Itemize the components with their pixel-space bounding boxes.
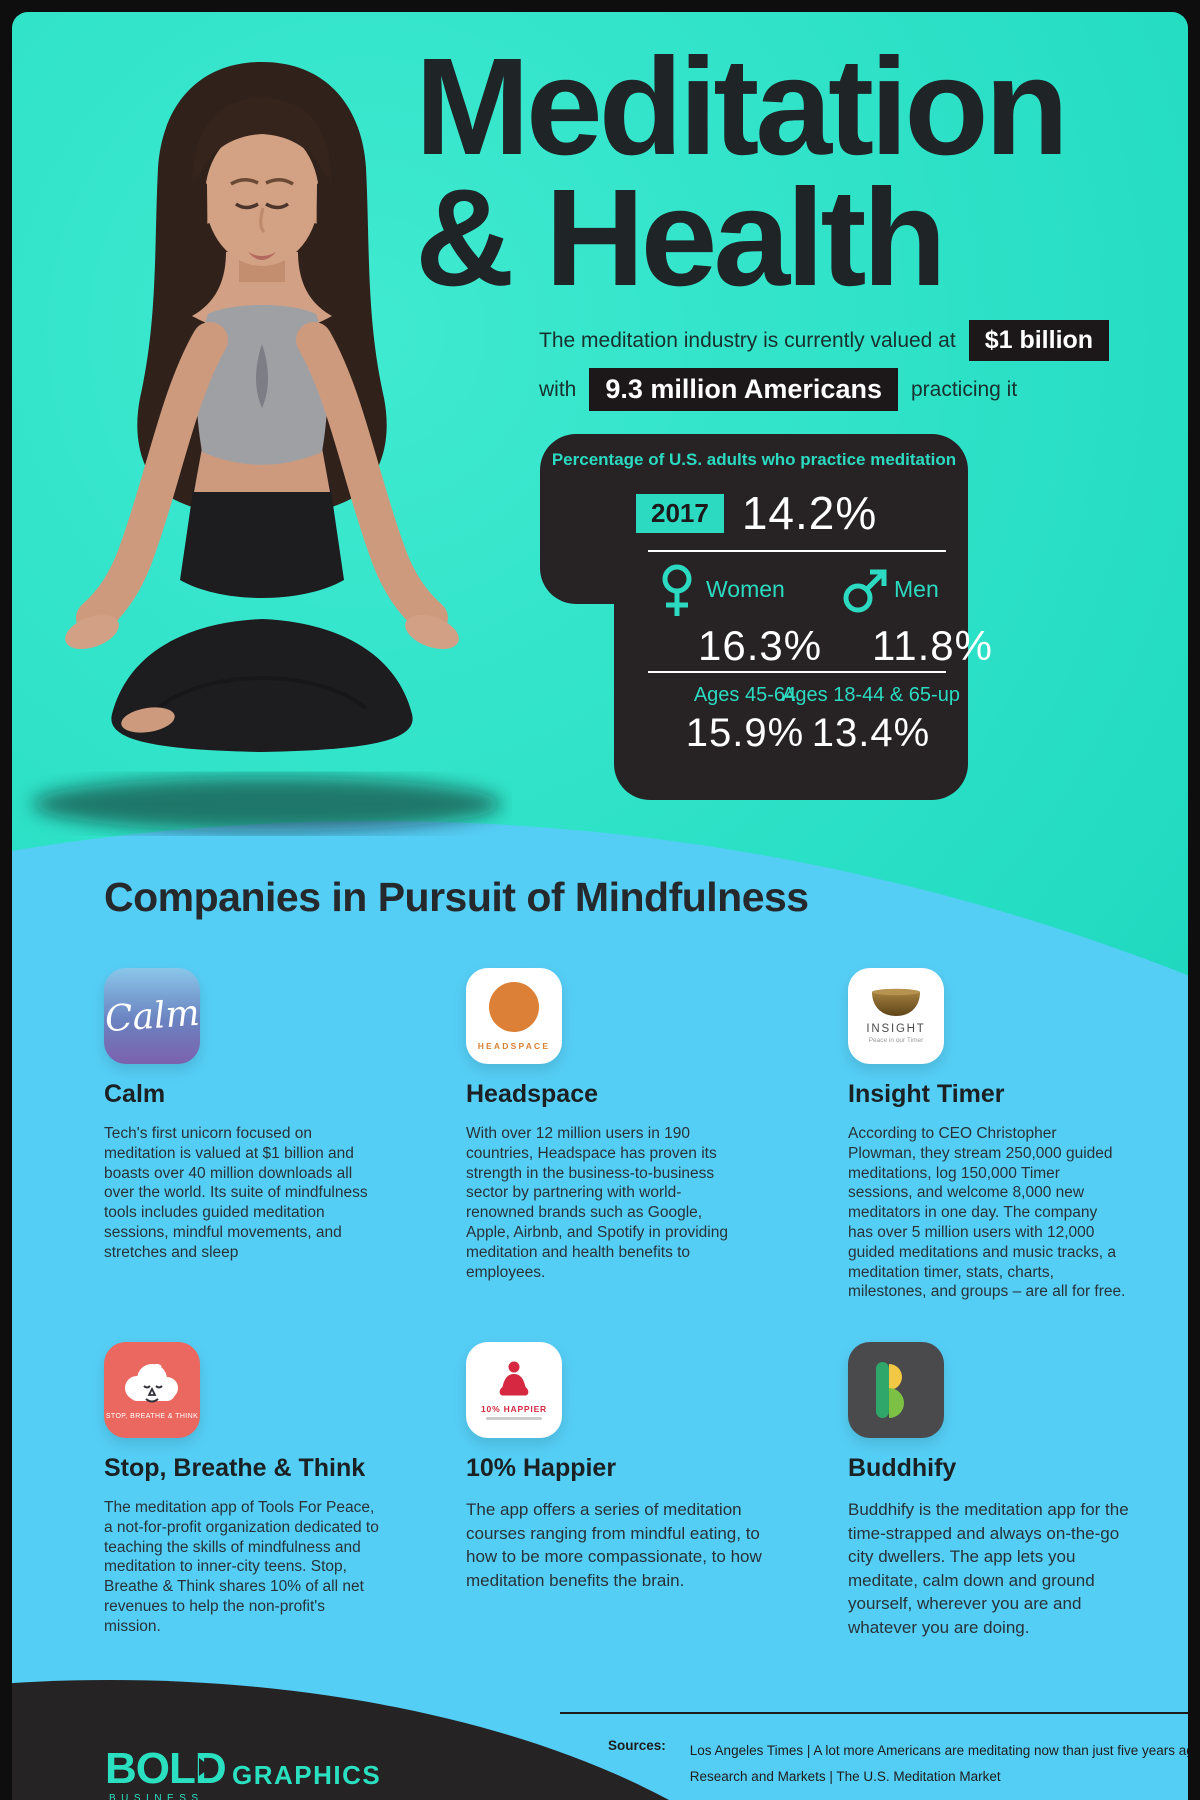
- headspace-logo-wordmark: HEADSPACE: [477, 1040, 551, 1051]
- meditating-woman-photo: [32, 62, 502, 831]
- page-title: Meditation & Health: [415, 30, 1069, 315]
- company-card-10-percent-happier: 10% HAPPIER 10% Happier The app offers a…: [466, 1342, 771, 1592]
- buddhify-logo: [848, 1342, 944, 1438]
- calm-logo: Calm: [103, 968, 201, 1064]
- male-icon: [843, 569, 887, 613]
- buddhify-b-icon: [876, 1362, 904, 1418]
- calm-logo-wordmark: Calm: [103, 992, 201, 1040]
- source-line-2: Research and Markets | The U.S. Meditati…: [689, 1769, 1001, 1784]
- company-name-10-percent-happier: 10% Happier: [466, 1454, 617, 1482]
- intro-text-3: practicing it: [910, 377, 1018, 401]
- intro-text-1: The meditation industry is currently val…: [539, 328, 956, 352]
- stats-panel-content: Percentage of U.S. adults who practice m…: [540, 434, 992, 800]
- brand-business-wordmark: BUSINESS: [109, 1793, 204, 1800]
- blue-section-background: [12, 821, 1188, 1800]
- female-icon: [662, 564, 692, 616]
- practitioners-count-badge: 9.3 million Americans: [589, 368, 898, 411]
- tph-logo-tagline-bar: [486, 1417, 542, 1420]
- age-group-1-value: 15.9%: [685, 711, 805, 755]
- year-badge: 2017: [636, 493, 724, 533]
- women-label: Women: [706, 576, 785, 602]
- company-card-stop-breathe-think: STOP, BREATHE & THINK Stop, Breathe & Th…: [104, 1342, 409, 1637]
- intro-text-2: with: [539, 377, 577, 401]
- stat-women: Women 16.3%: [658, 564, 838, 674]
- company-name-insight-timer: Insight Timer: [848, 1080, 1005, 1108]
- stats-divider-1: [648, 550, 946, 552]
- age-group-1-label: Ages 45-64: [693, 684, 797, 706]
- ten-percent-happier-logo: 10% HAPPIER: [466, 1342, 562, 1438]
- men-label: Men: [894, 576, 939, 602]
- company-card-headspace: HEADSPACE Headspace With over 12 million…: [466, 968, 771, 1282]
- company-description-calm: Tech's first unicorn focused on meditati…: [104, 1125, 368, 1261]
- tph-logo-wordmark: 10% HAPPIER: [481, 1404, 547, 1414]
- industry-value-badge: $1 billion: [968, 320, 1110, 361]
- sources-label: Sources:: [608, 1738, 666, 1753]
- age-group-2-label: Ages 18-44 & 65-up: [782, 684, 960, 706]
- company-description-insight-timer: According to CEO Christopher Plowman, th…: [848, 1125, 1126, 1301]
- insight-timer-logo: INSIGHT Peace in our Timer: [848, 968, 944, 1064]
- brand-graphics-wordmark: GRAPHICS: [232, 1760, 382, 1790]
- company-card-insight-timer: INSIGHT Peace in our Timer Insight Timer…: [848, 968, 1153, 1302]
- company-name-buddhify: Buddhify: [848, 1454, 957, 1482]
- men-value: 11.8%: [872, 622, 993, 669]
- cloud-face-icon: [125, 1363, 178, 1402]
- company-card-buddhify: Buddhify Buddhify is the meditation app …: [848, 1342, 1153, 1640]
- age-group-2-value: 13.4%: [811, 711, 931, 755]
- insight-logo-tagline: Peace in our Timer: [868, 1037, 924, 1044]
- company-description-headspace: With over 12 million users in 190 countr…: [466, 1125, 728, 1281]
- company-description-10-percent-happier: The app offers a series of meditation co…: [466, 1500, 762, 1590]
- stat-age-45-64: Ages 45-64 15.9%: [670, 684, 820, 756]
- year-value: 14.2%: [741, 487, 878, 539]
- companies-section-title: Companies in Pursuit of Mindfulness: [104, 874, 809, 920]
- stat-2017: 2017 14.2%: [636, 486, 877, 540]
- floor-shadow: [32, 777, 502, 831]
- intro-statement: The meditation industry is currently val…: [539, 320, 1110, 418]
- women-value: 16.3%: [698, 622, 823, 669]
- infographic-canvas: Meditation & Health The meditation indus…: [12, 12, 1188, 1800]
- sources-divider-line: [560, 1712, 1188, 1714]
- company-name-stop-breathe-think: Stop, Breathe & Think: [104, 1454, 366, 1482]
- company-card-calm: Calm Calm Tech's first unicorn focused o…: [103, 968, 409, 1263]
- title-line-1: Meditation: [415, 30, 1069, 184]
- company-name-calm: Calm: [104, 1080, 166, 1108]
- singing-bowl-icon: [872, 988, 920, 1016]
- source-line-1: Los Angeles Times | A lot more Americans…: [689, 1743, 1188, 1758]
- company-name-headspace: Headspace: [466, 1080, 599, 1108]
- meditating-person-icon: [499, 1361, 529, 1396]
- brand-d-arrow-notch: [199, 1758, 211, 1776]
- headspace-circle-icon: [489, 981, 539, 1032]
- stop-breathe-think-logo: STOP, BREATHE & THINK: [104, 1342, 200, 1438]
- company-description-buddhify: Buddhify is the meditation app for the t…: [848, 1500, 1129, 1637]
- title-line-2: & Health: [415, 161, 947, 315]
- headspace-logo: HEADSPACE: [466, 968, 562, 1064]
- stat-age-18-44-65up: Ages 18-44 & 65-up 13.4%: [776, 684, 966, 756]
- stat-men: Men 11.8%: [838, 564, 1018, 674]
- stats-panel: [614, 482, 968, 800]
- stats-divider-2: [648, 671, 946, 673]
- sbt-logo-wordmark: STOP, BREATHE & THINK: [105, 1412, 199, 1420]
- stats-title: Percentage of U.S. adults who practice m…: [551, 450, 957, 469]
- sources-block: Sources: Los Angeles Times | A lot more …: [608, 1738, 1188, 1790]
- insight-logo-wordmark: INSIGHT: [866, 1023, 926, 1035]
- company-description-stop-breathe-think: The meditation app of Tools For Peace, a…: [104, 1499, 379, 1635]
